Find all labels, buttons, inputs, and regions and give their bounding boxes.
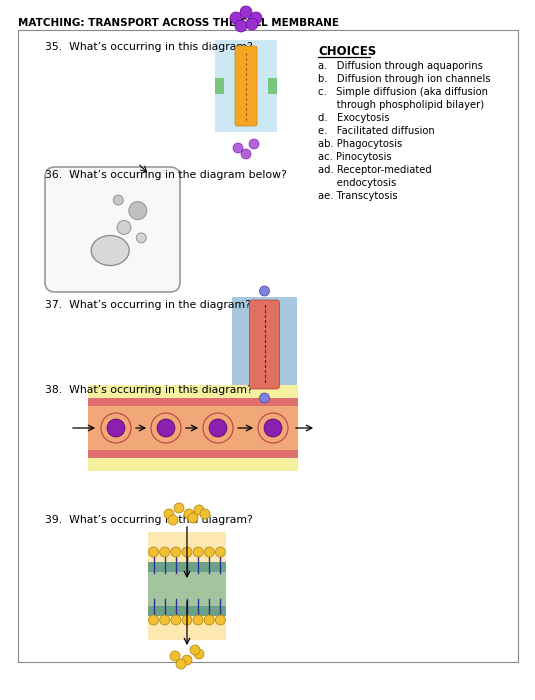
Circle shape bbox=[176, 659, 186, 669]
Circle shape bbox=[241, 149, 251, 159]
Circle shape bbox=[203, 413, 233, 443]
Circle shape bbox=[193, 615, 203, 625]
FancyBboxPatch shape bbox=[88, 457, 298, 471]
Circle shape bbox=[113, 195, 123, 205]
Circle shape bbox=[259, 393, 270, 403]
FancyBboxPatch shape bbox=[148, 532, 226, 640]
Circle shape bbox=[101, 413, 131, 443]
Circle shape bbox=[164, 509, 174, 519]
Text: ab. Phagocytosis: ab. Phagocytosis bbox=[318, 139, 402, 149]
FancyBboxPatch shape bbox=[88, 398, 298, 406]
Text: endocytosis: endocytosis bbox=[318, 178, 396, 188]
Text: MATCHING: TRANSPORT ACROSS THE CELL MEMBRANE: MATCHING: TRANSPORT ACROSS THE CELL MEMB… bbox=[18, 18, 339, 28]
Text: a.   Diffusion through aquaporins: a. Diffusion through aquaporins bbox=[318, 61, 483, 71]
Circle shape bbox=[230, 12, 242, 24]
FancyBboxPatch shape bbox=[235, 46, 257, 126]
Circle shape bbox=[204, 547, 215, 557]
FancyBboxPatch shape bbox=[88, 450, 298, 458]
Circle shape bbox=[259, 286, 270, 296]
Text: ae. Transcytosis: ae. Transcytosis bbox=[318, 191, 398, 201]
Text: 35.  What’s occurring in this diagram?: 35. What’s occurring in this diagram? bbox=[45, 42, 253, 52]
Circle shape bbox=[149, 615, 158, 625]
Text: CHOICES: CHOICES bbox=[318, 45, 376, 58]
Circle shape bbox=[182, 615, 192, 625]
FancyBboxPatch shape bbox=[88, 385, 298, 399]
Circle shape bbox=[107, 419, 125, 437]
Circle shape bbox=[160, 615, 170, 625]
Circle shape bbox=[240, 6, 252, 18]
FancyBboxPatch shape bbox=[215, 40, 277, 132]
Circle shape bbox=[246, 18, 258, 30]
Text: e.   Facilitated diffusion: e. Facilitated diffusion bbox=[318, 126, 435, 136]
Circle shape bbox=[194, 505, 204, 515]
Text: d.   Exocytosis: d. Exocytosis bbox=[318, 113, 389, 123]
FancyBboxPatch shape bbox=[215, 78, 224, 94]
Circle shape bbox=[194, 649, 204, 659]
FancyBboxPatch shape bbox=[148, 572, 226, 606]
Circle shape bbox=[129, 202, 147, 220]
Circle shape bbox=[216, 547, 225, 557]
Circle shape bbox=[160, 547, 170, 557]
Circle shape bbox=[182, 547, 192, 557]
Ellipse shape bbox=[91, 235, 129, 265]
Circle shape bbox=[168, 515, 178, 525]
Circle shape bbox=[149, 547, 158, 557]
Circle shape bbox=[200, 509, 210, 519]
FancyBboxPatch shape bbox=[232, 297, 297, 392]
Circle shape bbox=[136, 233, 146, 243]
Text: ac. Pinocytosis: ac. Pinocytosis bbox=[318, 152, 392, 162]
Text: b.   Diffusion through ion channels: b. Diffusion through ion channels bbox=[318, 74, 491, 84]
Circle shape bbox=[170, 651, 180, 661]
Circle shape bbox=[174, 503, 184, 513]
Circle shape bbox=[184, 509, 194, 519]
Circle shape bbox=[157, 419, 175, 437]
FancyBboxPatch shape bbox=[45, 167, 180, 292]
FancyBboxPatch shape bbox=[249, 300, 279, 389]
Circle shape bbox=[193, 547, 203, 557]
Circle shape bbox=[151, 413, 181, 443]
Circle shape bbox=[182, 655, 192, 665]
Circle shape bbox=[171, 615, 181, 625]
Circle shape bbox=[264, 419, 282, 437]
Circle shape bbox=[171, 547, 181, 557]
Circle shape bbox=[117, 220, 131, 234]
FancyBboxPatch shape bbox=[88, 399, 298, 457]
Text: 36.  What’s occurring in the diagram below?: 36. What’s occurring in the diagram belo… bbox=[45, 170, 287, 180]
Text: ad. Receptor-mediated: ad. Receptor-mediated bbox=[318, 165, 432, 175]
Text: 37.  What’s occurring in the diagram?  →: 37. What’s occurring in the diagram? → bbox=[45, 300, 267, 310]
Text: 39.  What’s occurring in this diagram?: 39. What’s occurring in this diagram? bbox=[45, 515, 253, 525]
Text: through phospholipid bilayer): through phospholipid bilayer) bbox=[318, 100, 484, 110]
Circle shape bbox=[188, 513, 198, 523]
FancyBboxPatch shape bbox=[148, 562, 226, 572]
Circle shape bbox=[249, 139, 259, 149]
Circle shape bbox=[235, 20, 247, 32]
FancyBboxPatch shape bbox=[18, 30, 518, 662]
FancyBboxPatch shape bbox=[268, 78, 277, 94]
Circle shape bbox=[190, 645, 200, 655]
Circle shape bbox=[258, 413, 288, 443]
Text: 38.  What’s occurring in this diagram?: 38. What’s occurring in this diagram? bbox=[45, 385, 253, 395]
Circle shape bbox=[204, 615, 215, 625]
Circle shape bbox=[233, 143, 243, 153]
Text: c.   Simple diffusion (aka diffusion: c. Simple diffusion (aka diffusion bbox=[318, 87, 488, 97]
Circle shape bbox=[209, 419, 227, 437]
Circle shape bbox=[250, 12, 262, 24]
Circle shape bbox=[216, 615, 225, 625]
FancyBboxPatch shape bbox=[148, 606, 226, 616]
